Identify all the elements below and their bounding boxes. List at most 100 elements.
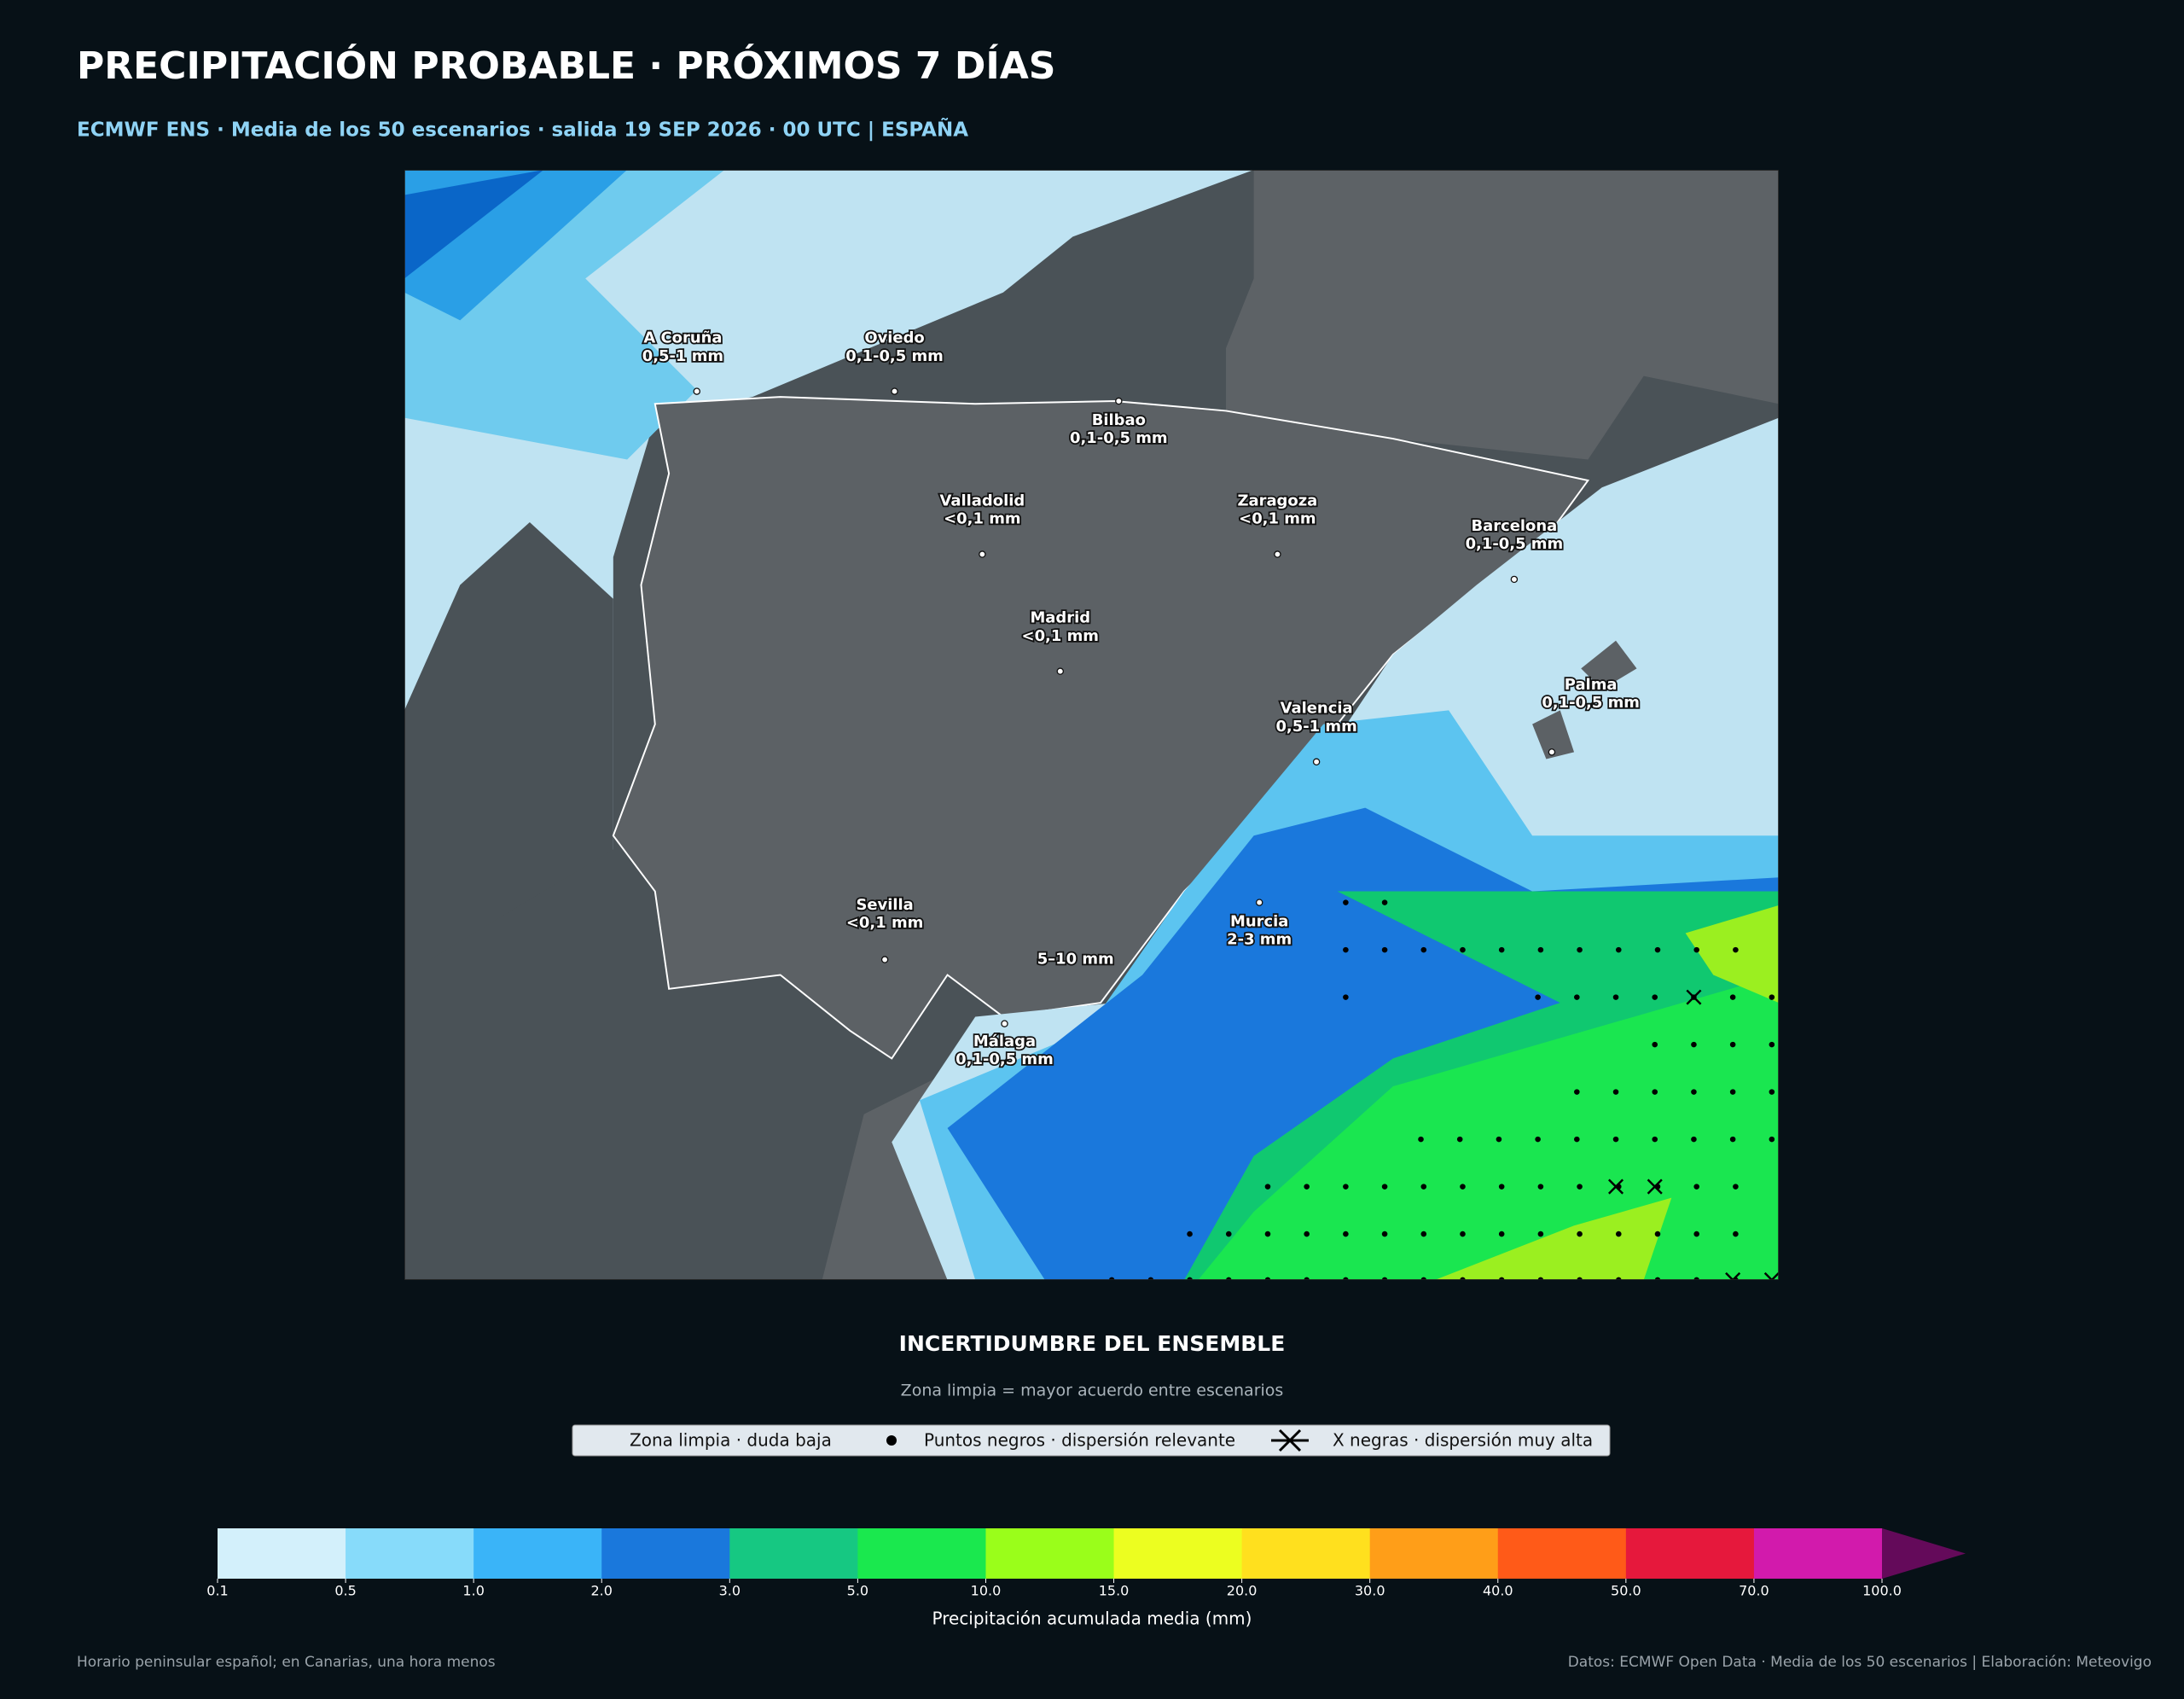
uncertainty-dot bbox=[1691, 1041, 1697, 1048]
colorbar: 0.1 0.5 1.0 2.0 3.0 5.0 10.0 15.0 20.0 30.0 40.0 50… bbox=[206, 1528, 1966, 1599]
city-name: Valencia bbox=[1281, 700, 1353, 718]
uncertainty-dot bbox=[1616, 1231, 1622, 1237]
uncertainty-dot bbox=[1418, 1136, 1424, 1143]
uncertainty-dot bbox=[1537, 1231, 1544, 1237]
colorbar-bin bbox=[985, 1528, 1115, 1579]
uncertainty-dot bbox=[1498, 946, 1505, 953]
uncertainty-x bbox=[1686, 989, 1702, 1005]
uncertainty-dot bbox=[1535, 1136, 1541, 1143]
city-dot bbox=[1312, 758, 1321, 765]
city-value: <0,1 mm bbox=[944, 510, 1020, 528]
uncertainty-dot bbox=[1343, 899, 1349, 905]
city-dot bbox=[979, 550, 986, 558]
uncertainty-dot bbox=[1577, 946, 1583, 953]
precip-med bbox=[1434, 1197, 1672, 1280]
uncertainty-dot bbox=[1496, 1136, 1502, 1143]
title: PRECIPITACIÓN PROBABLE · PRÓXIMOS 7 DÍAS bbox=[77, 43, 1055, 88]
uncertainty-dot bbox=[1691, 1136, 1697, 1143]
uncertainty-dot bbox=[1343, 1231, 1349, 1237]
colorbar-extend bbox=[1882, 1528, 1966, 1579]
colorbar-tick-label: 3.0 bbox=[719, 1583, 741, 1599]
colorbar-tick-label: 2.0 bbox=[591, 1583, 613, 1599]
uncertainty-dot bbox=[1381, 946, 1388, 953]
uncertainty-x bbox=[1608, 1178, 1624, 1195]
city-dot bbox=[880, 956, 889, 963]
city-value: <0,1 mm bbox=[1239, 510, 1316, 528]
precip-sea-dry bbox=[404, 522, 613, 975]
uncertainty-dot bbox=[1574, 994, 1580, 1000]
colorbar-label: Precipitación acumulada media (mm) bbox=[932, 1609, 1252, 1629]
city-value: 0,1-0,5 mm bbox=[1542, 694, 1640, 712]
city-dot bbox=[1274, 550, 1281, 558]
uncertainty-dot bbox=[1381, 1231, 1388, 1237]
uncertainty-dot bbox=[1456, 1136, 1463, 1143]
colorbar-bin bbox=[218, 1528, 346, 1579]
highlight-label: 5–10 mm bbox=[1037, 951, 1114, 969]
city-name: Oviedo bbox=[864, 329, 924, 347]
city-dot bbox=[1510, 575, 1519, 584]
city-value: 0,5-1 mm bbox=[1275, 718, 1356, 736]
uncertainty-dot bbox=[1574, 1136, 1580, 1143]
uncertainty-dot bbox=[1769, 1136, 1775, 1143]
city-name: Madrid bbox=[1030, 609, 1090, 627]
colorbar-bin bbox=[473, 1528, 602, 1579]
land-islands bbox=[1532, 710, 1575, 759]
city-value: 0,1-0,5 mm bbox=[1070, 429, 1168, 447]
map-frame bbox=[404, 170, 1779, 1280]
land-france bbox=[1226, 170, 1779, 460]
legend-x bbox=[1271, 1428, 1309, 1452]
uncertainty-dot bbox=[1729, 994, 1736, 1000]
colorbar-bin bbox=[346, 1528, 474, 1579]
uncertainty-dot bbox=[1654, 946, 1661, 953]
uncertainty-dot bbox=[1343, 946, 1349, 953]
uncertainty-dot bbox=[1654, 1231, 1661, 1237]
uncertainty-dot bbox=[1537, 946, 1544, 953]
uncertainty-dot bbox=[1460, 946, 1466, 953]
legend-box bbox=[572, 1424, 1611, 1457]
city-name: Málaga bbox=[973, 1033, 1036, 1050]
city-value: 0,1-0,5 mm bbox=[956, 1050, 1054, 1068]
land-islands bbox=[1581, 640, 1637, 689]
uncertainty-dot bbox=[1693, 946, 1699, 953]
uncertainty-dot bbox=[1535, 994, 1541, 1000]
uncertainty-dot bbox=[1264, 1231, 1271, 1237]
colorbar-bin bbox=[601, 1528, 730, 1579]
colorbar-tick-label: 10.0 bbox=[971, 1583, 1002, 1599]
uncertainty-dot bbox=[1769, 1089, 1775, 1095]
uncertainty-dot bbox=[1537, 1184, 1544, 1190]
uncertainty-dot bbox=[1652, 1136, 1658, 1143]
uncertainty-dot bbox=[1733, 1231, 1739, 1237]
city-name: Barcelona bbox=[1471, 517, 1557, 535]
city-dot bbox=[1255, 899, 1263, 906]
colorbar-tick-label: 0.5 bbox=[334, 1583, 356, 1599]
city-value: 0,1-0,5 mm bbox=[845, 347, 944, 365]
legend-dot bbox=[886, 1435, 897, 1446]
precip-med bbox=[1198, 975, 1779, 1280]
uncertainty-title: INCERTIDUMBRE DEL ENSEMBLE bbox=[899, 1331, 1286, 1356]
city-dot bbox=[1056, 667, 1065, 675]
city-value: 0,5-1 mm bbox=[642, 347, 723, 365]
uncertainty-dot bbox=[1343, 1184, 1349, 1190]
uncertainty-dot bbox=[1420, 1184, 1427, 1190]
colorbar-tick-label: 5.0 bbox=[847, 1583, 868, 1599]
uncertainty-dot bbox=[1693, 1184, 1699, 1190]
city-name: A Coruña bbox=[643, 329, 722, 347]
city-value: 2-3 mm bbox=[1227, 931, 1292, 949]
city-dot bbox=[891, 387, 898, 395]
legend-item: X negras · dispersión muy alta bbox=[1333, 1430, 1593, 1451]
footer-right: Datos: ECMWF Open Data · Media de los 50… bbox=[1568, 1654, 2152, 1671]
colorbar-tick-label: 30.0 bbox=[1355, 1583, 1385, 1599]
colorbar-bin bbox=[1113, 1528, 1243, 1579]
uncertainty-dot bbox=[1381, 899, 1388, 905]
colorbar-bin bbox=[1241, 1528, 1371, 1579]
uncertainty-dot bbox=[1577, 1184, 1583, 1190]
uncertainty-dot bbox=[1460, 1231, 1466, 1237]
uncertainty-dot bbox=[1652, 994, 1658, 1000]
city-name: Palma bbox=[1565, 676, 1618, 694]
uncertainty-dot bbox=[1729, 1136, 1736, 1143]
city-dot bbox=[1548, 748, 1556, 756]
uncertainty-dot bbox=[1652, 1041, 1658, 1048]
